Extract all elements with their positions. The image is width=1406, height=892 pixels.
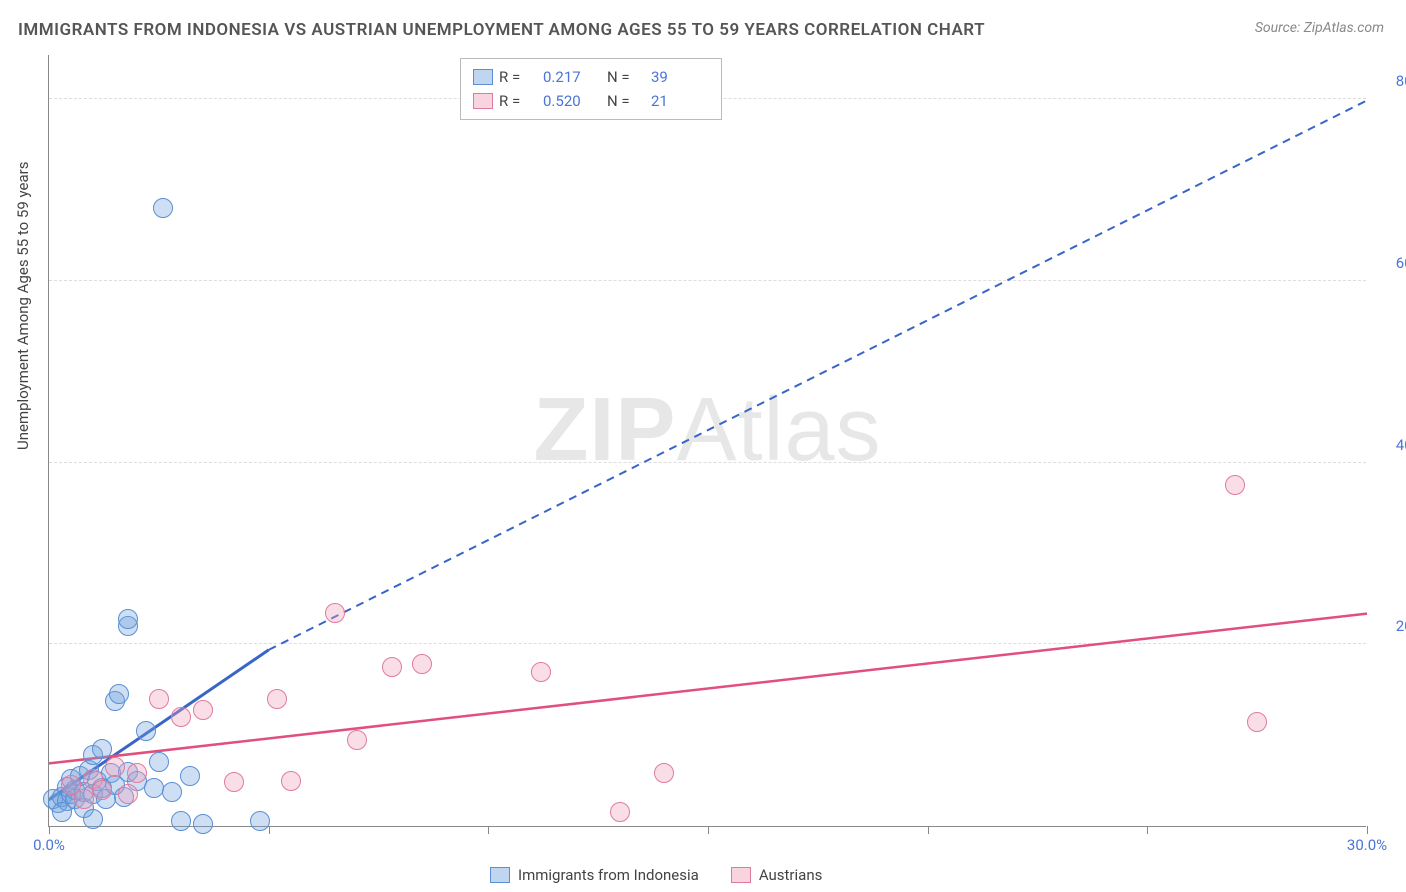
legend-item-1: Austrians bbox=[731, 866, 823, 884]
watermark: ZIPAtlas bbox=[533, 379, 881, 482]
data-point bbox=[153, 198, 173, 218]
correlation-legend: R = 0.217 N = 39 R = 0.520 N = 21 bbox=[460, 58, 722, 120]
x-tick-label: 0.0% bbox=[33, 836, 65, 854]
data-point bbox=[149, 689, 169, 709]
chart-title: IMMIGRANTS FROM INDONESIA VS AUSTRIAN UN… bbox=[18, 20, 985, 40]
data-point bbox=[92, 739, 112, 759]
data-point bbox=[180, 766, 200, 786]
data-point bbox=[267, 689, 287, 709]
gridline-h bbox=[49, 643, 1366, 644]
gridline-h bbox=[49, 462, 1366, 463]
swatch-pink-icon bbox=[473, 93, 493, 109]
tick-v bbox=[1147, 826, 1148, 834]
data-point bbox=[171, 707, 191, 727]
data-point bbox=[1225, 475, 1245, 495]
data-point bbox=[136, 721, 156, 741]
trendlines-layer bbox=[49, 55, 1367, 827]
data-point bbox=[281, 771, 301, 791]
y-axis-label: Unemployment Among Ages 55 to 59 years bbox=[14, 162, 32, 450]
data-point bbox=[1247, 712, 1267, 732]
tick-v bbox=[708, 826, 709, 834]
data-point bbox=[92, 780, 112, 800]
data-point bbox=[118, 609, 138, 629]
data-point bbox=[118, 784, 138, 804]
tick-v bbox=[269, 826, 270, 834]
data-point bbox=[654, 763, 674, 783]
series-legend: Immigrants from Indonesia Austrians bbox=[490, 866, 822, 884]
data-point bbox=[610, 802, 630, 822]
swatch-blue-icon bbox=[490, 867, 510, 883]
y-tick-label: 20.0% bbox=[1396, 617, 1406, 635]
data-point bbox=[52, 802, 72, 822]
data-point bbox=[149, 752, 169, 772]
data-point bbox=[127, 763, 147, 783]
legend-row-series-0: R = 0.217 N = 39 bbox=[473, 65, 709, 89]
tick-v bbox=[49, 826, 50, 834]
tick-v bbox=[488, 826, 489, 834]
source-attribution: Source: ZipAtlas.com bbox=[1255, 20, 1384, 36]
y-tick-label: 80.0% bbox=[1396, 72, 1406, 90]
gridline-h bbox=[49, 280, 1366, 281]
data-point bbox=[250, 811, 270, 831]
data-point bbox=[193, 700, 213, 720]
data-point bbox=[171, 811, 191, 831]
data-point bbox=[412, 654, 432, 674]
data-point bbox=[325, 603, 345, 623]
tick-v bbox=[1367, 826, 1368, 834]
y-tick-label: 40.0% bbox=[1396, 436, 1406, 454]
y-tick-label: 60.0% bbox=[1396, 254, 1406, 272]
data-point bbox=[382, 657, 402, 677]
legend-item-0: Immigrants from Indonesia bbox=[490, 866, 699, 884]
data-point bbox=[193, 814, 213, 834]
data-point bbox=[162, 782, 182, 802]
swatch-pink-icon bbox=[731, 867, 751, 883]
data-point bbox=[109, 684, 129, 704]
swatch-blue-icon bbox=[473, 69, 493, 85]
legend-row-series-1: R = 0.520 N = 21 bbox=[473, 89, 709, 113]
x-tick-label: 30.0% bbox=[1347, 836, 1387, 854]
plot-area: ZIPAtlas 20.0%40.0%60.0%80.0%0.0%30.0% bbox=[48, 55, 1366, 827]
data-point bbox=[347, 730, 367, 750]
data-point bbox=[531, 662, 551, 682]
data-point bbox=[224, 772, 244, 792]
data-point bbox=[83, 809, 103, 829]
correlation-chart: IMMIGRANTS FROM INDONESIA VS AUSTRIAN UN… bbox=[0, 0, 1406, 892]
tick-v bbox=[928, 826, 929, 834]
data-point bbox=[105, 757, 125, 777]
